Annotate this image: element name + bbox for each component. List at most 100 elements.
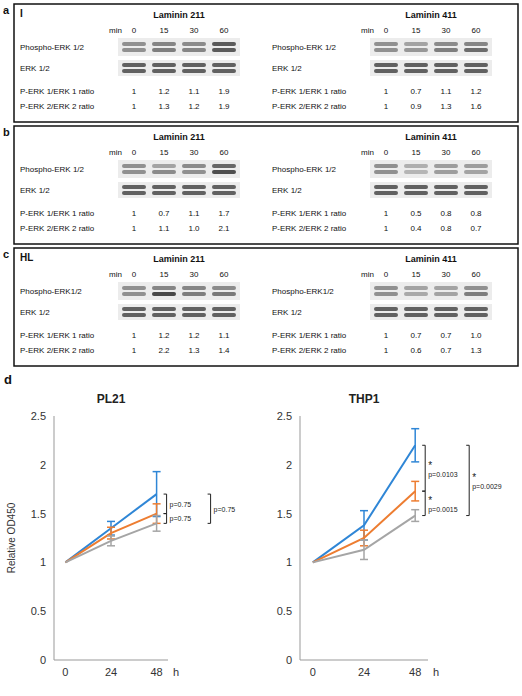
svg-text:I: I	[20, 8, 23, 19]
svg-text:0.8: 0.8	[440, 224, 452, 233]
svg-text:p=0.0103: p=0.0103	[428, 471, 457, 479]
svg-text:Phospho-ERK 1/2: Phospho-ERK 1/2	[272, 165, 337, 174]
svg-text:Laminin 411: Laminin 411	[405, 10, 457, 20]
svg-text:15: 15	[160, 26, 169, 35]
svg-text:0: 0	[132, 26, 137, 35]
svg-text:15: 15	[412, 148, 421, 157]
svg-text:60: 60	[220, 148, 229, 157]
svg-text:30: 30	[190, 26, 199, 35]
svg-text:a: a	[3, 4, 10, 16]
svg-text:1: 1	[384, 87, 389, 96]
svg-text:1.2: 1.2	[158, 331, 170, 340]
svg-text:60: 60	[472, 148, 481, 157]
svg-text:1.0: 1.0	[188, 224, 200, 233]
svg-text:P-ERK 2/ERK 2 ratio: P-ERK 2/ERK 2 ratio	[272, 346, 347, 355]
svg-text:2.2: 2.2	[158, 346, 170, 355]
svg-text:ERK 1/2: ERK 1/2	[20, 186, 50, 195]
svg-text:1: 1	[40, 556, 46, 568]
svg-text:0.7: 0.7	[158, 209, 170, 218]
svg-text:1.1: 1.1	[218, 331, 230, 340]
svg-text:0: 0	[62, 666, 68, 678]
svg-text:1: 1	[384, 224, 389, 233]
svg-text:Laminin 411: Laminin 411	[405, 254, 457, 264]
svg-text:0: 0	[384, 148, 389, 157]
svg-text:0: 0	[310, 666, 316, 678]
svg-text:1.9: 1.9	[218, 87, 230, 96]
svg-text:P-ERK 1/ERK 1 ratio: P-ERK 1/ERK 1 ratio	[20, 331, 95, 340]
svg-text:P-ERK 2/ERK 2 ratio: P-ERK 2/ERK 2 ratio	[20, 102, 95, 111]
svg-text:P-ERK 1/ERK 1 ratio: P-ERK 1/ERK 1 ratio	[20, 209, 95, 218]
svg-text:30: 30	[190, 148, 199, 157]
svg-text:ERK 1/2: ERK 1/2	[272, 64, 302, 73]
svg-text:0: 0	[384, 270, 389, 279]
svg-text:2.5: 2.5	[31, 410, 46, 422]
svg-text:0.7: 0.7	[440, 346, 452, 355]
svg-text:15: 15	[160, 270, 169, 279]
svg-text:0.7: 0.7	[470, 224, 482, 233]
svg-text:1.0: 1.0	[470, 331, 482, 340]
svg-text:min: min	[109, 270, 122, 279]
svg-text:Phospho-ERK 1/2: Phospho-ERK 1/2	[20, 43, 85, 52]
svg-text:60: 60	[472, 270, 481, 279]
svg-text:min: min	[109, 148, 122, 157]
svg-text:*: *	[428, 460, 432, 471]
svg-text:24: 24	[105, 666, 117, 678]
svg-text:1.1: 1.1	[188, 87, 200, 96]
svg-text:1: 1	[384, 102, 389, 111]
svg-text:0.5: 0.5	[31, 605, 46, 617]
svg-text:1.2: 1.2	[470, 87, 482, 96]
svg-text:ERK 1/2: ERK 1/2	[272, 308, 302, 317]
svg-text:60: 60	[220, 26, 229, 35]
svg-text:HL: HL	[20, 252, 33, 263]
svg-text:0: 0	[132, 270, 137, 279]
svg-text:1: 1	[132, 331, 137, 340]
svg-text:0: 0	[286, 654, 292, 666]
svg-text:0.8: 0.8	[470, 209, 482, 218]
svg-text:15: 15	[412, 26, 421, 35]
svg-text:1: 1	[384, 331, 389, 340]
svg-text:1: 1	[384, 209, 389, 218]
svg-text:min: min	[361, 148, 374, 157]
svg-text:0.7: 0.7	[410, 87, 422, 96]
svg-text:1.5: 1.5	[277, 508, 292, 520]
svg-text:min: min	[109, 26, 122, 35]
svg-text:Phospho-ERK1/2: Phospho-ERK1/2	[272, 287, 334, 296]
svg-text:Laminin 211: Laminin 211	[153, 10, 205, 20]
svg-text:1.2: 1.2	[188, 102, 200, 111]
svg-text:48: 48	[409, 666, 421, 678]
svg-text:P-ERK 1/ERK 1 ratio: P-ERK 1/ERK 1 ratio	[272, 209, 347, 218]
svg-text:0.7: 0.7	[410, 331, 422, 340]
svg-text:1.4: 1.4	[218, 346, 230, 355]
svg-text:48: 48	[150, 666, 162, 678]
svg-text:P-ERK 2/ERK 2 ratio: P-ERK 2/ERK 2 ratio	[272, 102, 347, 111]
svg-text:30: 30	[442, 26, 451, 35]
svg-text:c: c	[3, 248, 9, 260]
svg-text:15: 15	[412, 270, 421, 279]
svg-text:1.1: 1.1	[188, 209, 200, 218]
svg-text:30: 30	[190, 270, 199, 279]
svg-text:p=0.75: p=0.75	[170, 501, 192, 509]
svg-text:P-ERK 1/ERK 1 ratio: P-ERK 1/ERK 1 ratio	[20, 87, 95, 96]
svg-text:P-ERK 2/ERK 2 ratio: P-ERK 2/ERK 2 ratio	[20, 224, 95, 233]
svg-text:P-ERK 2/ERK 2 ratio: P-ERK 2/ERK 2 ratio	[272, 224, 347, 233]
svg-text:1.7: 1.7	[218, 209, 230, 218]
svg-text:0.6: 0.6	[410, 346, 422, 355]
svg-text:1: 1	[384, 346, 389, 355]
svg-text:*: *	[428, 495, 432, 506]
svg-text:0.9: 0.9	[410, 102, 422, 111]
svg-text:b: b	[3, 126, 10, 138]
svg-text:1.2: 1.2	[188, 331, 200, 340]
svg-text:2: 2	[40, 459, 46, 471]
svg-text:2.5: 2.5	[277, 410, 292, 422]
svg-text:0: 0	[40, 654, 46, 666]
svg-text:1: 1	[132, 87, 137, 96]
svg-text:0.7: 0.7	[440, 331, 452, 340]
svg-text:1: 1	[286, 556, 292, 568]
svg-text:Laminin 211: Laminin 211	[153, 254, 205, 264]
svg-text:1: 1	[132, 209, 137, 218]
svg-text:24: 24	[358, 666, 370, 678]
svg-text:P-ERK 1/ERK 1 ratio: P-ERK 1/ERK 1 ratio	[272, 331, 347, 340]
svg-text:1.1: 1.1	[158, 224, 170, 233]
svg-text:min: min	[361, 26, 374, 35]
svg-text:Phospho-ERK1/2: Phospho-ERK1/2	[20, 287, 82, 296]
